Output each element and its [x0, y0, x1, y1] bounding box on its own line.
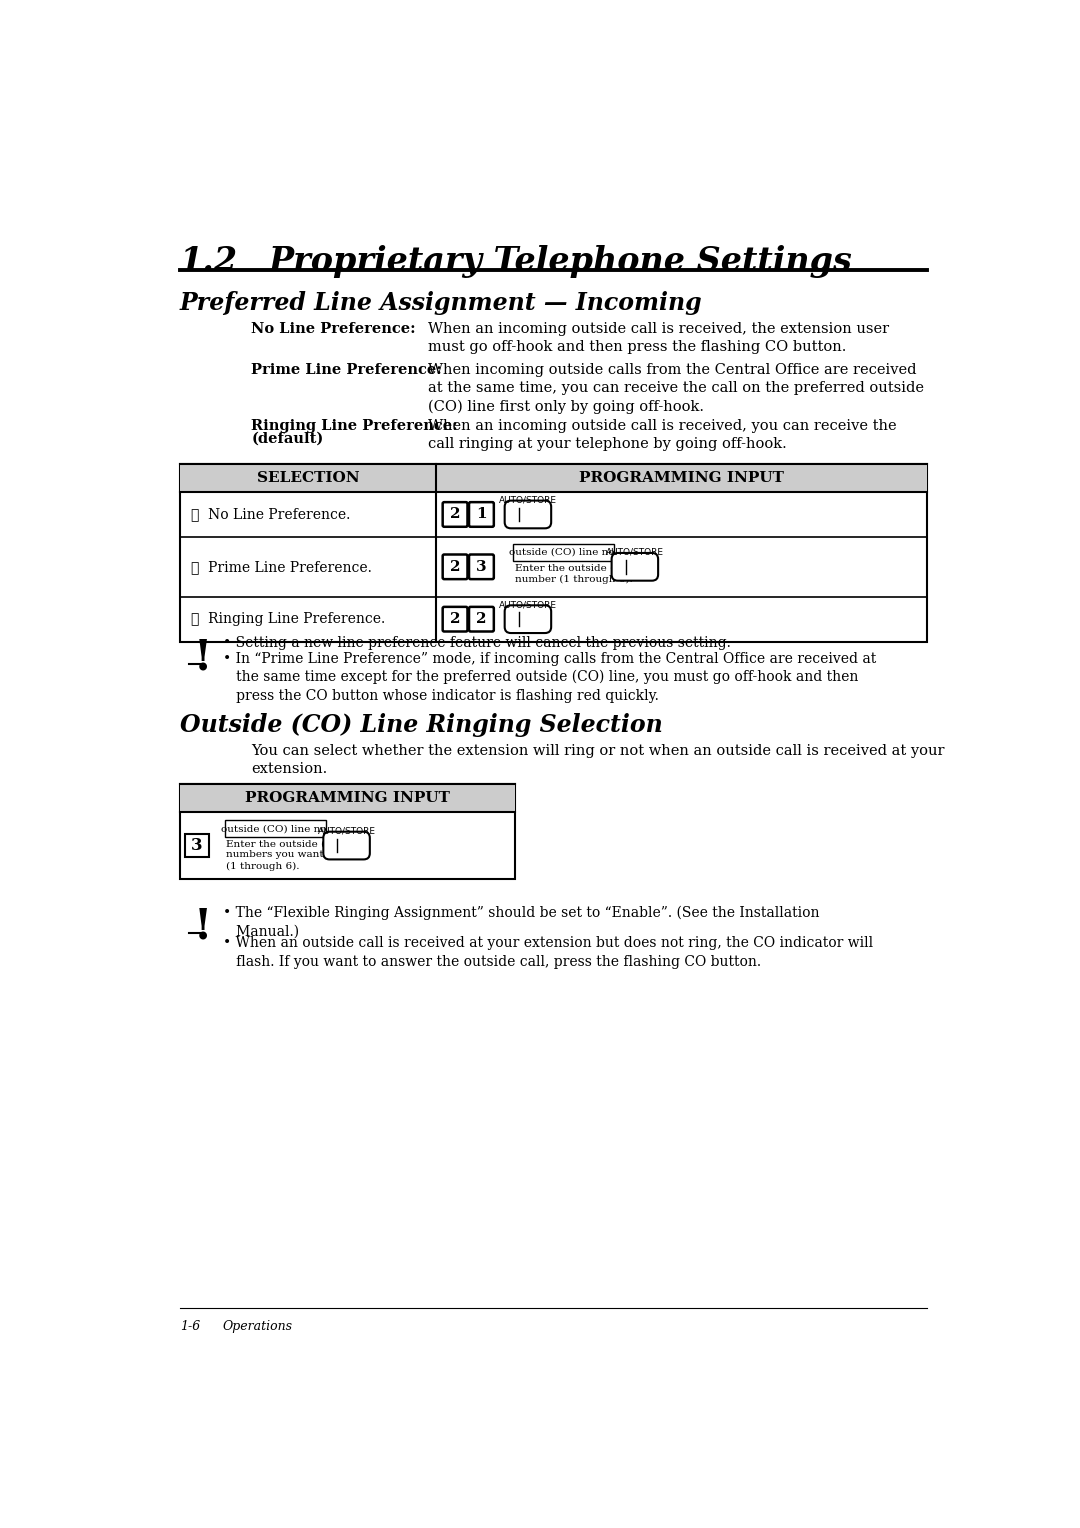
Text: !: !: [194, 906, 212, 947]
Bar: [180, 465, 927, 492]
Bar: [186, 834, 208, 857]
Text: When incoming outside calls from the Central Office are received
at the same tim: When incoming outside calls from the Cen…: [428, 362, 924, 414]
Text: No Line Preference:: No Line Preference:: [252, 322, 416, 336]
Text: PROGRAMMING INPUT: PROGRAMMING INPUT: [579, 471, 784, 486]
Text: 2: 2: [450, 613, 460, 626]
Text: ☐  No Line Preference.: ☐ No Line Preference.: [191, 507, 350, 521]
Bar: [180, 784, 515, 880]
FancyBboxPatch shape: [443, 555, 468, 579]
Text: 1: 1: [476, 507, 487, 521]
FancyBboxPatch shape: [443, 503, 468, 527]
Text: 1-6: 1-6: [180, 1320, 200, 1332]
Text: Outside (CO) Line Ringing Selection: Outside (CO) Line Ringing Selection: [180, 714, 663, 736]
Text: Prime Line Preference:: Prime Line Preference:: [252, 362, 442, 377]
Text: PROGRAMMING INPUT: PROGRAMMING INPUT: [245, 792, 449, 805]
FancyBboxPatch shape: [469, 607, 494, 631]
FancyBboxPatch shape: [469, 503, 494, 527]
Text: ☐  Ringing Line Preference.: ☐ Ringing Line Preference.: [191, 613, 386, 626]
FancyBboxPatch shape: [611, 553, 658, 581]
Text: SELECTION: SELECTION: [257, 471, 360, 486]
Text: 2: 2: [476, 613, 487, 626]
Bar: [180, 465, 927, 642]
FancyBboxPatch shape: [504, 605, 551, 633]
Text: Operations: Operations: [222, 1320, 293, 1332]
Text: When an incoming outside call is received, you can receive the
call ringing at y: When an incoming outside call is receive…: [428, 419, 896, 451]
Text: 2: 2: [450, 559, 460, 575]
Text: AUTO/STORE: AUTO/STORE: [606, 549, 664, 556]
Text: (default): (default): [252, 432, 324, 446]
Text: 1.2: 1.2: [180, 244, 238, 278]
Text: You can select whether the extension will ring or not when an outside call is re: You can select whether the extension wil…: [252, 744, 945, 776]
Text: SELECTION: SELECTION: [257, 471, 360, 486]
FancyBboxPatch shape: [469, 555, 494, 579]
Text: Ringing Line Preference:: Ringing Line Preference:: [252, 419, 458, 432]
Text: • Setting a new line preference feature will cancel the previous setting.: • Setting a new line preference feature …: [222, 636, 730, 649]
Text: AUTO/STORE: AUTO/STORE: [499, 601, 557, 610]
Text: Enter the outside (CO) line
numbers you want to ring
(1 through 6).: Enter the outside (CO) line numbers you …: [227, 839, 369, 871]
Bar: [225, 821, 326, 837]
Text: Enter the outside (CO) line
number (1 through 6).: Enter the outside (CO) line number (1 th…: [515, 564, 658, 584]
Text: outside (CO) line no.: outside (CO) line no.: [221, 824, 329, 833]
Text: outside (CO) line no.: outside (CO) line no.: [509, 547, 618, 556]
FancyBboxPatch shape: [443, 607, 468, 631]
Text: 3: 3: [476, 559, 487, 575]
Text: ☐  Prime Line Preference.: ☐ Prime Line Preference.: [191, 559, 372, 575]
FancyBboxPatch shape: [323, 831, 369, 859]
Text: • When an outside call is received at your extension but does not ring, the CO i: • When an outside call is received at yo…: [222, 937, 873, 969]
Text: When an incoming outside call is received, the extension user
must go off-hook a: When an incoming outside call is receive…: [428, 322, 889, 354]
Bar: [180, 784, 515, 811]
FancyBboxPatch shape: [504, 501, 551, 529]
Text: !: !: [194, 636, 212, 678]
Text: AUTO/STORE: AUTO/STORE: [318, 827, 376, 836]
Text: 2: 2: [450, 507, 460, 521]
Text: • In “Prime Line Preference” mode, if incoming calls from the Central Office are: • In “Prime Line Preference” mode, if in…: [222, 651, 876, 703]
Bar: [513, 544, 613, 561]
Text: AUTO/STORE: AUTO/STORE: [499, 495, 557, 504]
Text: 3: 3: [191, 837, 203, 854]
Text: Proprietary Telephone Settings: Proprietary Telephone Settings: [269, 244, 853, 278]
Text: Preferred Line Assignment — Incoming: Preferred Line Assignment — Incoming: [180, 292, 703, 315]
Text: • The “Flexible Ringing Assignment” should be set to “Enable”. (See the Installa: • The “Flexible Ringing Assignment” shou…: [222, 906, 819, 938]
